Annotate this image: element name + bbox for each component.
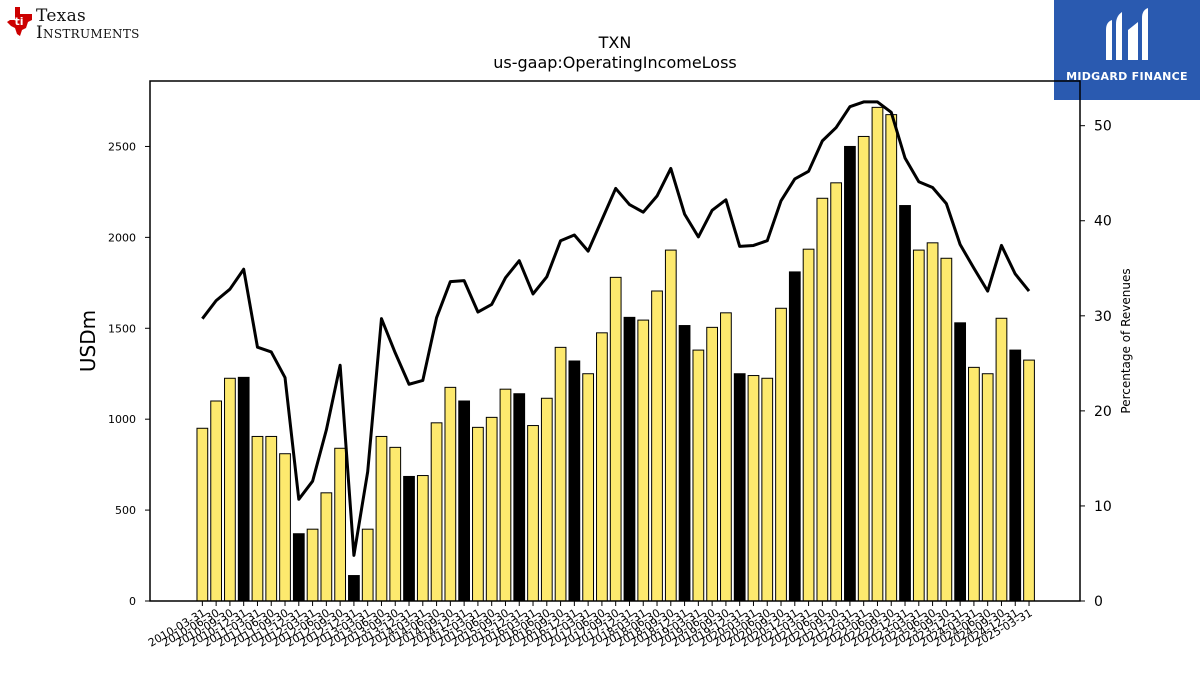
bar-2012-06-30 <box>320 492 333 602</box>
bar-2024-12-31 <box>1009 349 1022 602</box>
bar-2015-09-30 <box>499 388 512 602</box>
y-tick-label: 1500 <box>108 322 136 335</box>
bar-2020-06-30 <box>761 377 774 602</box>
bar-2023-12-31 <box>954 322 967 602</box>
bar-2015-03-31 <box>472 426 484 602</box>
y-tick-label: 0 <box>129 595 136 608</box>
y2-tick-label: 30 <box>1094 309 1112 325</box>
bar-2018-06-30 <box>651 290 663 602</box>
bar-2020-03-31 <box>747 375 760 602</box>
bar-2014-03-31 <box>416 475 429 602</box>
bar-2012-09-30 <box>334 447 347 602</box>
bar-2023-03-31 <box>912 249 925 602</box>
bar-2018-03-31 <box>637 319 650 602</box>
bar-2021-06-30 <box>816 197 829 602</box>
y-tick-label: 1000 <box>108 413 136 426</box>
bar-2013-06-30 <box>375 435 388 602</box>
bar-2018-12-31 <box>678 325 691 602</box>
ti-logo-line1: Texas <box>36 6 87 26</box>
texas-state-icon: ti <box>7 7 32 36</box>
texas-instruments-logo: ti Texas Instruments <box>6 6 146 54</box>
bar-2011-09-30 <box>279 453 291 602</box>
bar-2024-03-31 <box>968 366 980 602</box>
bar-2010-06-30 <box>210 400 223 602</box>
bar-2020-09-30 <box>775 307 787 602</box>
midgard-finance-logo: MIDGARD FINANCE <box>1054 0 1200 100</box>
y2-axis-label: Percentage of Revenues <box>1119 268 1133 413</box>
bar-2021-09-30 <box>830 182 843 602</box>
bar-2022-12-31 <box>899 205 911 602</box>
axes-layer: 05001000150020002500010203040502010-03-3… <box>76 80 1133 650</box>
bar-2025-03-31 <box>1023 359 1035 602</box>
bar-2010-09-30 <box>224 377 236 602</box>
bar-2016-03-31 <box>527 425 539 602</box>
bar-2023-06-30 <box>926 242 939 602</box>
bar-2013-12-31 <box>403 475 415 602</box>
bar-2013-03-31 <box>361 528 374 602</box>
bar-2010-12-31 <box>237 376 250 602</box>
bar-2021-03-31 <box>802 248 815 602</box>
midgard-mark-icon <box>1106 8 1148 60</box>
plot-frame <box>149 80 1081 602</box>
y-tick-label: 2500 <box>108 140 136 153</box>
bar-2011-03-31 <box>251 435 264 602</box>
bar-2019-03-31 <box>692 349 705 602</box>
line-layer <box>201 100 1031 557</box>
bar-2020-12-31 <box>788 271 801 602</box>
bar-2016-06-30 <box>540 397 553 602</box>
bar-2014-09-30 <box>444 386 457 602</box>
y-tick-label: 500 <box>115 504 136 517</box>
bar-2019-09-30 <box>720 312 732 602</box>
bar-2022-06-30 <box>871 106 884 602</box>
svg-text:ti: ti <box>14 15 23 28</box>
bar-2022-03-31 <box>857 135 870 602</box>
bar-2021-12-31 <box>844 145 856 602</box>
bar-2016-12-31 <box>568 360 581 602</box>
y-tick-label: 2000 <box>108 231 136 244</box>
midgard-logo-text: MIDGARD FINANCE <box>1066 70 1188 83</box>
y2-tick-label: 10 <box>1094 499 1112 515</box>
y2-tick-label: 0 <box>1094 594 1103 610</box>
bar-2011-06-30 <box>265 435 278 602</box>
bar-2015-06-30 <box>485 416 498 602</box>
bar-2014-12-31 <box>458 400 471 602</box>
y2-tick-label: 20 <box>1094 404 1112 420</box>
bar-2019-06-30 <box>706 326 719 602</box>
bar-2024-09-30 <box>995 317 1008 602</box>
bar-2014-06-30 <box>430 422 443 602</box>
bar-2022-09-30 <box>885 114 898 602</box>
ti-logo-line2: Instruments <box>36 23 140 43</box>
bar-2011-12-31 <box>292 533 305 602</box>
bar-2024-06-30 <box>981 373 994 602</box>
bar-2012-12-31 <box>348 575 360 602</box>
chart-subtitle: us-gaap:OperatingIncomeLoss <box>493 53 737 72</box>
bar-2018-09-30 <box>664 249 677 602</box>
bar-2019-12-31 <box>733 373 746 602</box>
bar-2017-03-31 <box>582 373 595 602</box>
bar-2016-09-30 <box>554 346 567 602</box>
bars-layer <box>196 106 1035 602</box>
bar-2013-09-30 <box>389 446 402 602</box>
ti-logo-text: Texas Instruments <box>36 8 140 42</box>
bar-2017-06-30 <box>596 332 608 602</box>
y-axis-label: USDm <box>76 310 100 372</box>
bar-2023-09-30 <box>940 257 953 602</box>
bar-2015-12-31 <box>513 393 526 602</box>
chart-title: TXN <box>598 33 632 52</box>
y2-tick-label: 40 <box>1094 214 1112 230</box>
bar-2010-03-31 <box>196 427 209 602</box>
y2-tick-label: 50 <box>1094 119 1112 135</box>
bar-2017-12-31 <box>623 316 636 602</box>
bar-2017-09-30 <box>609 276 622 602</box>
bar-2012-03-31 <box>306 528 319 602</box>
percentage-line <box>201 100 1031 557</box>
